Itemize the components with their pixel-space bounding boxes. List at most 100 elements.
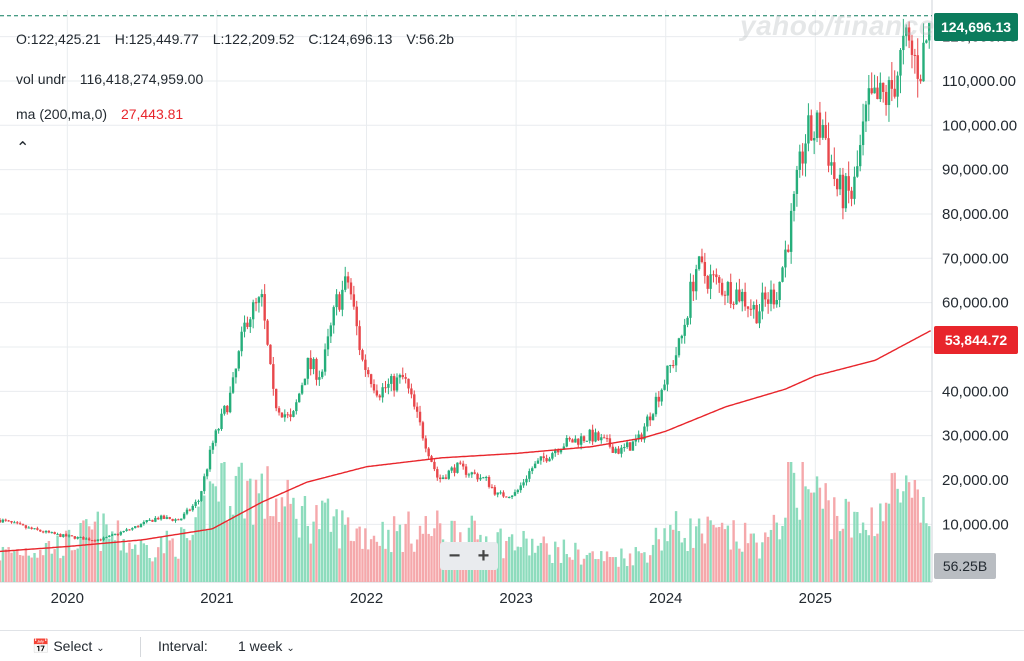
candle-body: [525, 478, 528, 483]
candle-body: [787, 249, 790, 252]
candle-body: [450, 467, 453, 471]
candle-body: [548, 458, 551, 462]
volume-bar: [525, 538, 528, 582]
volume-bar: [79, 522, 82, 582]
interval-dropdown[interactable]: 1 week ⌄: [238, 638, 295, 654]
candle-body: [568, 437, 571, 440]
candle-body: [499, 492, 502, 494]
volume-bar: [56, 535, 59, 582]
volume-bar: [660, 550, 663, 582]
candle-body: [243, 322, 246, 332]
volume-bar: [726, 525, 730, 582]
candle-body: [654, 396, 658, 415]
candle-body: [700, 256, 704, 263]
candle-body: [689, 281, 692, 318]
volume-bar: [335, 509, 338, 582]
candle-body: [585, 440, 589, 442]
candle-body: [508, 497, 511, 499]
volume-bar: [700, 533, 704, 582]
candle-body: [657, 396, 661, 402]
candle-body: [447, 470, 450, 479]
candle-body: [579, 436, 583, 445]
volume-bar: [148, 558, 151, 582]
volume-bar: [870, 507, 873, 582]
candle-body: [864, 104, 868, 122]
volume-bar: [531, 538, 534, 582]
ma-legend[interactable]: ma (200,ma,0) 27,443.81: [16, 106, 193, 122]
volume-bar: [27, 555, 30, 582]
candle-body: [792, 193, 796, 211]
candle-body: [0, 519, 2, 523]
candle-body: [292, 411, 295, 417]
volume-bar: [424, 516, 427, 582]
volume-bar: [243, 518, 246, 582]
candle-body: [205, 469, 209, 477]
volume-bar: [766, 536, 770, 582]
volume-legend[interactable]: vol undr 116,418,274,959.00: [16, 71, 213, 87]
candle-body: [312, 358, 315, 370]
candle-body: [861, 121, 865, 146]
candle-body: [677, 338, 681, 356]
chart-area[interactable]: 10,000.0020,000.0030,000.0040,000.0050,0…: [0, 0, 1024, 630]
open-value: O:122,425.21: [16, 31, 101, 47]
candle-body: [266, 320, 269, 345]
volume-bar: [784, 517, 787, 582]
volume-bar: [910, 497, 914, 582]
volume-bar: [87, 526, 91, 582]
candle-body: [715, 274, 718, 278]
zoom-in-plus-icon[interactable]: +: [477, 545, 490, 567]
volume-bar: [231, 514, 235, 582]
volume-bar: [712, 524, 715, 582]
volume-bar: [18, 555, 22, 582]
volume-bar: [381, 521, 384, 582]
candle-body: [795, 169, 799, 194]
candle-body: [718, 277, 721, 283]
volume-bar: [197, 506, 200, 582]
x-tick-label: 2020: [51, 590, 84, 607]
yahoo-finance-watermark: yahoo/finance: [740, 10, 935, 41]
candle-body: [257, 297, 261, 303]
volume-bar: [666, 541, 669, 582]
candle-body: [392, 376, 396, 391]
volume-bar: [562, 539, 566, 582]
volume-bar: [295, 518, 298, 582]
volume-bar: [922, 496, 925, 582]
volume-bar: [824, 483, 827, 582]
candle-body: [286, 414, 289, 416]
candle-body: [726, 282, 730, 296]
volume-bar: [810, 492, 813, 582]
collapse-legend-chevron-up-icon[interactable]: ⌃: [16, 140, 30, 157]
volume-bar: [142, 543, 146, 582]
candle-body: [519, 485, 522, 491]
candle-body: [358, 326, 361, 351]
volume-bar: [318, 529, 321, 582]
candle-body: [234, 368, 238, 378]
select-dropdown[interactable]: 📅 Select ⌄: [32, 638, 105, 655]
volume-bar: [864, 529, 868, 582]
candle-body: [162, 515, 166, 519]
volume-bar: [792, 472, 796, 582]
candle-body: [217, 429, 220, 431]
volume-bar: [905, 475, 908, 582]
candle-body: [476, 473, 479, 480]
candle-body: [344, 276, 347, 290]
candle-body: [571, 439, 574, 443]
candle-body: [367, 369, 370, 375]
volume-bar: [306, 525, 310, 582]
volume-bar: [395, 531, 399, 582]
zoom-out-minus-icon[interactable]: −: [448, 545, 461, 567]
candle-body: [110, 534, 114, 536]
volume-bar: [62, 555, 65, 582]
volume-bar: [240, 462, 243, 582]
volume-bar: [896, 488, 899, 582]
volume-bar: [614, 557, 617, 582]
volume-bar: [246, 480, 249, 582]
volume-bar: [157, 547, 160, 582]
candle-body: [249, 319, 252, 327]
candlestick-chart[interactable]: 10,000.0020,000.0030,000.0040,000.0050,0…: [0, 0, 1024, 630]
volume-bar: [162, 553, 166, 582]
candle-body: [623, 447, 626, 449]
ma-study-value: 27,443.81: [120, 106, 184, 122]
candle-body: [674, 355, 678, 366]
candle-body: [70, 535, 74, 537]
